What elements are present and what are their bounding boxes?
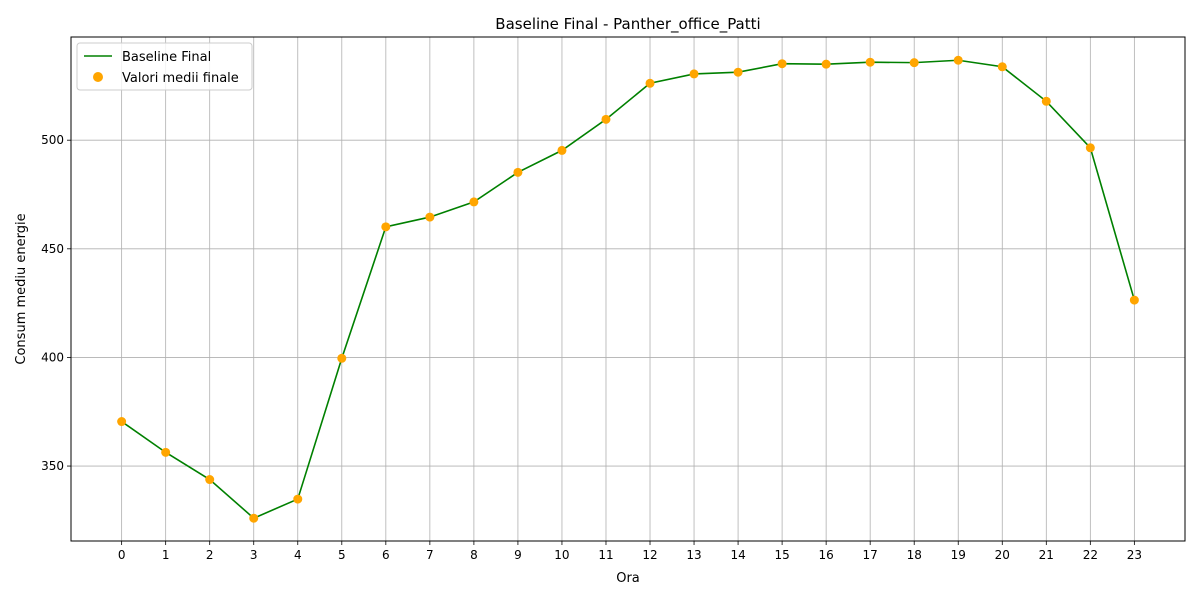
data-point — [557, 145, 567, 155]
x-tick-label: 20 — [995, 548, 1010, 562]
x-tick-label: 6 — [382, 548, 390, 562]
x-tick-label: 7 — [426, 548, 434, 562]
data-point — [337, 353, 347, 363]
x-tick-label: 13 — [686, 548, 701, 562]
legend-marker-swatch — [93, 72, 103, 82]
x-tick-label: 8 — [470, 548, 478, 562]
data-point — [777, 59, 787, 69]
y-axis-title: Consum mediu energie — [14, 213, 29, 364]
data-point — [117, 417, 127, 427]
legend-label-scatter: Valori medii finale — [122, 71, 239, 86]
legend-label-line: Baseline Final — [122, 50, 211, 65]
data-point — [205, 475, 215, 485]
x-tick-label: 9 — [514, 548, 522, 562]
data-point — [249, 513, 259, 523]
x-tick-label: 0 — [118, 548, 126, 562]
x-tick-label: 18 — [907, 548, 922, 562]
x-tick-label: 3 — [250, 548, 258, 562]
data-point — [821, 59, 831, 69]
data-point — [1085, 143, 1095, 153]
x-tick-label: 5 — [338, 548, 346, 562]
grid-layer — [71, 37, 1185, 541]
x-tick-label: 14 — [730, 548, 745, 562]
data-point — [733, 67, 743, 77]
data-point — [645, 78, 655, 88]
data-point — [381, 222, 391, 232]
x-tick-label: 10 — [554, 548, 569, 562]
legend: Baseline Final Valori medii finale — [76, 42, 253, 91]
x-tick-label: 22 — [1083, 548, 1098, 562]
y-tick-label: 500 — [41, 133, 64, 147]
data-point — [469, 197, 479, 207]
y-tick-label: 450 — [41, 242, 64, 256]
y-tick-label: 350 — [41, 459, 64, 473]
data-point — [865, 57, 875, 67]
x-tick-label: 15 — [774, 548, 789, 562]
series-line-baseline-final — [121, 59, 1136, 520]
data-point — [909, 58, 919, 68]
data-point — [1129, 295, 1139, 305]
data-point — [513, 167, 523, 177]
legend-box — [76, 42, 253, 91]
data-point — [601, 114, 611, 124]
x-tick-label: 21 — [1039, 548, 1054, 562]
y-tick-label: 400 — [41, 350, 64, 364]
data-point — [161, 447, 171, 457]
x-tick-label: 12 — [642, 548, 657, 562]
data-point — [425, 212, 435, 222]
x-tick-label: 19 — [951, 548, 966, 562]
data-point — [1041, 96, 1051, 106]
chart-title: Baseline Final - Panther_office_Patti — [495, 15, 760, 34]
x-tick-label: 17 — [863, 548, 878, 562]
x-tick-label: 16 — [819, 548, 834, 562]
tick-layer: 0 1 2 3 4 5 6 7 8 9 10 11 12 13 14 15 16 17 18 19 20 21 22 2335… — [41, 133, 1142, 562]
data-point — [689, 69, 699, 79]
data-point — [997, 62, 1007, 72]
plot-frame — [70, 36, 1186, 542]
x-tick-label: 1 — [162, 548, 170, 562]
x-axis-title: Ora — [616, 571, 640, 586]
x-tick-label: 11 — [598, 548, 613, 562]
x-tick-label: 23 — [1127, 548, 1142, 562]
x-tick-label: 2 — [206, 548, 214, 562]
series-layer — [117, 55, 1139, 523]
data-point — [293, 494, 303, 504]
x-tick-label: 4 — [294, 548, 302, 562]
data-point — [953, 55, 963, 65]
